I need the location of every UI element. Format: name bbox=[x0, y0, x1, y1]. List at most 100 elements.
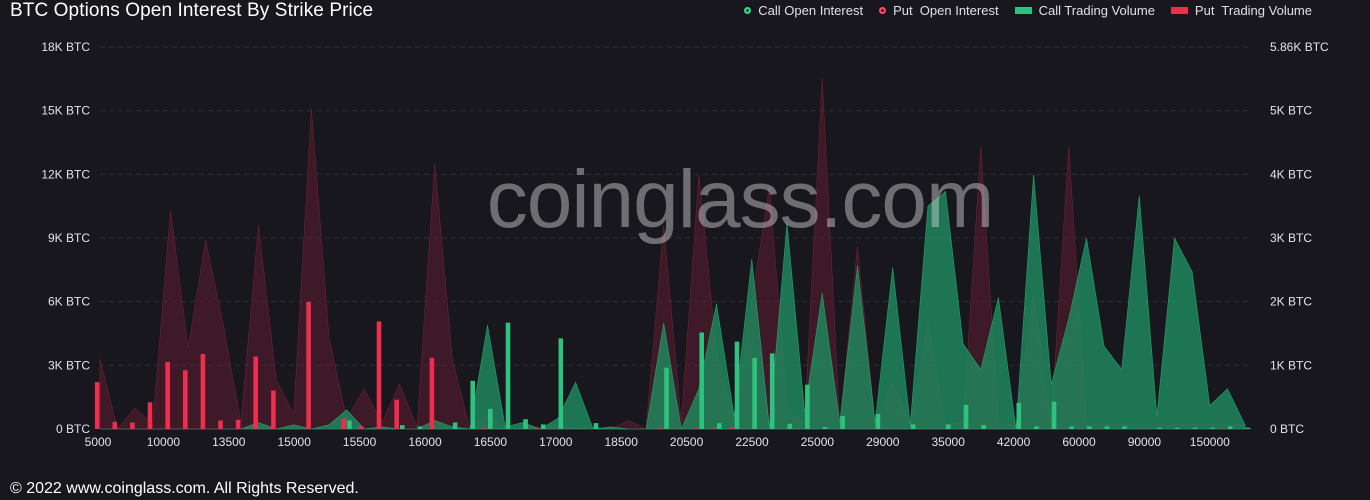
x-axis-tick-label: 18500 bbox=[605, 435, 639, 449]
x-axis-tick-label: 5000 bbox=[85, 435, 112, 449]
call-trading-volume-bar bbox=[981, 425, 986, 429]
put-trading-volume-bar bbox=[200, 354, 206, 429]
put-trading-volume-bar bbox=[394, 399, 399, 429]
call-trading-volume-bar bbox=[1034, 426, 1039, 429]
put-trading-volume-bar bbox=[253, 356, 258, 429]
call-trading-volume-bar bbox=[769, 353, 775, 429]
left-axis-tick-label: 15K BTC bbox=[41, 104, 90, 118]
call-trading-volume-bar bbox=[452, 422, 458, 429]
call-trading-volume-bar bbox=[1210, 427, 1215, 429]
chart-legend: Call Open Interest Put Open Interest Cal… bbox=[744, 3, 1312, 18]
put-trading-volume-bar bbox=[482, 427, 487, 429]
trading-volume-bars bbox=[94, 301, 1251, 429]
legend-label: Put Open Interest bbox=[893, 3, 999, 18]
put-trading-volume-bar bbox=[359, 426, 364, 429]
legend-put-trading-volume[interactable]: Put Trading Volume bbox=[1170, 3, 1312, 18]
call-trading-volume-bar bbox=[1087, 426, 1092, 429]
legend-put-open-interest[interactable]: Put Open Interest bbox=[879, 3, 999, 18]
call-trading-volume-bar bbox=[1069, 426, 1074, 429]
call-trading-volume-swatch-icon bbox=[1014, 7, 1032, 14]
call-trading-volume-bar bbox=[717, 423, 722, 429]
put-trading-volume-swatch-icon bbox=[1170, 7, 1188, 14]
call-trading-volume-bar bbox=[1227, 426, 1233, 429]
x-axis-tick-label: 17000 bbox=[539, 435, 573, 449]
put-trading-volume-bar bbox=[94, 382, 100, 429]
right-axis-tick-label: 5K BTC bbox=[1270, 104, 1312, 118]
call-trading-volume-bar bbox=[840, 416, 845, 429]
call-trading-volume-bar bbox=[787, 423, 793, 429]
put-trading-volume-bar bbox=[693, 428, 699, 429]
legend-label: Call Open Interest bbox=[758, 3, 864, 18]
put-trading-volume-bar bbox=[130, 422, 135, 429]
call-trading-volume-bar bbox=[875, 414, 881, 429]
x-axis-tick-label: 90000 bbox=[1128, 435, 1162, 449]
left-axis-tick-label: 12K BTC bbox=[41, 167, 90, 181]
call-trading-volume-bar bbox=[699, 332, 704, 429]
call-trading-volume-bar bbox=[488, 408, 493, 429]
legend-label: Put Trading Volume bbox=[1194, 3, 1312, 18]
call-trading-volume-bar bbox=[1245, 427, 1251, 429]
right-axis-tick-label: 4K BTC bbox=[1270, 167, 1312, 181]
call-open-interest-dot-icon bbox=[744, 7, 752, 14]
call-trading-volume-bar bbox=[470, 380, 475, 429]
left-axis-tick-label: 6K BTC bbox=[48, 295, 90, 309]
legend-call-open-interest[interactable]: Call Open Interest bbox=[744, 3, 863, 18]
left-axis-tick-label: 18K BTC bbox=[41, 40, 90, 54]
call-trading-volume-bar bbox=[1157, 427, 1162, 429]
legend-call-trading-volume[interactable]: Call Trading Volume bbox=[1014, 3, 1155, 18]
call-trading-volume-bar bbox=[400, 425, 405, 429]
left-axis-tick-label: 0 BTC bbox=[56, 422, 90, 436]
x-axis-tick-label: 60000 bbox=[1062, 435, 1096, 449]
call-trading-volume-bar bbox=[1104, 426, 1110, 429]
axis-labels: 0 BTC 0 BTC 3K BTC 1K BTC 6K BTC 2K BTC 9K BTC… bbox=[41, 40, 1329, 449]
put-trading-volume-bar bbox=[165, 361, 170, 429]
x-axis-tick-label: 22500 bbox=[735, 435, 769, 449]
put-trading-volume-bar bbox=[429, 357, 435, 429]
x-axis-tick-label: 150000 bbox=[1190, 435, 1230, 449]
call-trading-volume-bar bbox=[558, 338, 564, 429]
put-open-interest-dot-icon bbox=[879, 7, 887, 14]
call-trading-volume-bar bbox=[505, 322, 511, 429]
x-axis-tick-label: 15500 bbox=[343, 435, 377, 449]
put-trading-volume-bar bbox=[376, 321, 382, 429]
right-axis-tick-label: 3K BTC bbox=[1270, 231, 1312, 245]
call-trading-volume-bar bbox=[734, 341, 740, 429]
call-trading-volume-bar bbox=[540, 424, 546, 429]
call-trading-volume-bar bbox=[805, 384, 810, 429]
x-axis-tick-label: 42000 bbox=[997, 435, 1031, 449]
x-axis-tick-label: 13500 bbox=[212, 435, 246, 449]
call-trading-volume-bar bbox=[946, 424, 951, 429]
put-trading-volume-bar bbox=[711, 428, 716, 429]
call-trading-volume-bar bbox=[417, 426, 423, 429]
put-trading-volume-bar bbox=[235, 419, 241, 429]
chart-title: BTC Options Open Interest By Strike Pric… bbox=[10, 0, 374, 21]
call-trading-volume-bar bbox=[822, 427, 828, 429]
call-trading-volume-bar bbox=[963, 404, 969, 429]
left-axis-tick-label: 3K BTC bbox=[48, 358, 90, 372]
x-axis-tick-label: 35000 bbox=[932, 435, 966, 449]
call-open-interest-area bbox=[100, 174, 1246, 431]
call-trading-volume-bar bbox=[752, 357, 757, 429]
legend-label: Call Trading Volume bbox=[1038, 3, 1155, 18]
x-axis-tick-label: 16000 bbox=[408, 435, 442, 449]
call-trading-volume-bar bbox=[523, 419, 528, 429]
put-trading-volume-bar bbox=[535, 428, 540, 429]
call-trading-volume-bar bbox=[593, 423, 599, 429]
call-trading-volume-bar bbox=[910, 424, 916, 429]
right-axis-tick-label: 5.86K BTC bbox=[1270, 40, 1329, 54]
call-trading-volume-bar bbox=[1175, 427, 1180, 429]
footer-copyright: © 2022 www.coinglass.com. All Rights Res… bbox=[10, 480, 359, 497]
call-trading-volume-bar bbox=[664, 367, 669, 429]
put-trading-volume-bar bbox=[218, 420, 223, 429]
x-axis-tick-label: 16500 bbox=[474, 435, 508, 449]
put-trading-volume-bar bbox=[729, 427, 734, 429]
right-axis-tick-label: 0 BTC bbox=[1270, 422, 1304, 436]
call-trading-volume-bar bbox=[347, 420, 352, 429]
put-trading-volume-bar bbox=[341, 418, 347, 429]
put-trading-volume-bar bbox=[112, 421, 118, 429]
call-trading-volume-bar bbox=[1192, 427, 1198, 429]
call-open-interest-series bbox=[100, 174, 1246, 431]
x-axis-tick-label: 15000 bbox=[278, 435, 312, 449]
x-axis-tick-label: 29000 bbox=[866, 435, 900, 449]
